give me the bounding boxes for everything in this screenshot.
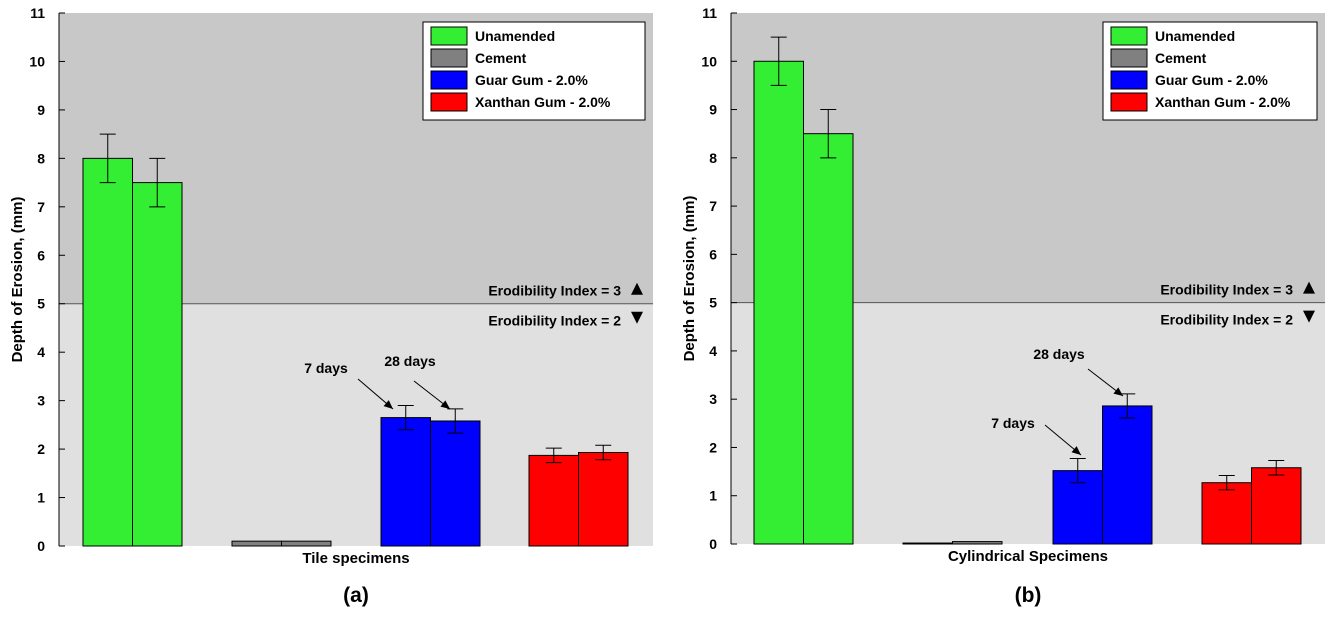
legend-swatch: [1110, 92, 1148, 112]
bar-cement-28d: [952, 541, 1003, 545]
legend-swatch: [430, 70, 468, 90]
y-axis-title: Depth of Erosion, (mm): [681, 196, 698, 362]
y-tick-label: 4: [37, 344, 45, 360]
y-tick-label: 11: [30, 5, 45, 21]
arrowhead-icon: [440, 400, 450, 409]
legend-swatch: [1110, 48, 1148, 68]
bar-cement-28d: [281, 540, 332, 547]
annotation-label: 28 days: [1033, 346, 1085, 362]
bar-cement-7d: [231, 540, 282, 547]
legend-swatch: [1110, 26, 1148, 46]
y-tick-label: 2: [709, 439, 717, 455]
triangle-down-icon: [1303, 310, 1315, 323]
legend-swatch: [430, 48, 468, 68]
erodibility-index-below-label: Erodibility Index = 2: [488, 313, 621, 329]
legend-entry: Xanthan Gum - 2.0%: [475, 94, 611, 110]
bar-guar-gum-2-0-28d: [1102, 405, 1153, 545]
arrowhead-icon: [383, 400, 393, 409]
y-tick-label: 6: [709, 246, 717, 262]
y-tick-label: 3: [37, 393, 45, 409]
legend-entry: Guar Gum - 2.0%: [475, 72, 588, 88]
annotation-label: 28 days: [384, 353, 436, 369]
chart-panel-a: 0 1 2 3 4 5 6 7 8 9 10 11 Depth of Erosion, (mm) Erod…: [9, 5, 653, 607]
y-tick-label: 4: [709, 343, 717, 359]
y-tick-label: 10: [701, 53, 717, 69]
bar-unamended-28d: [803, 133, 854, 545]
y-tick-label: 3: [709, 391, 717, 407]
y-tick-label: 7: [709, 198, 717, 214]
bar-unamended-7d: [82, 157, 133, 547]
y-tick-label: 0: [37, 538, 45, 554]
y-tick-label: 5: [709, 295, 717, 311]
legend-entry: Guar Gum - 2.0%: [1155, 72, 1268, 88]
x-axis-title: Tile specimens: [302, 550, 409, 567]
annotation-label: 7 days: [991, 415, 1035, 431]
legend-entry: Cement: [475, 50, 527, 66]
y-tick-label: 7: [37, 199, 45, 215]
y-tick-label: 10: [29, 53, 45, 69]
y-tick-label: 6: [37, 247, 45, 263]
bar-xanthan-gum-2-0-7d: [1201, 482, 1252, 545]
y-tick-label: 9: [37, 102, 45, 118]
y-tick-label: 9: [709, 102, 717, 118]
legend-swatch: [1110, 70, 1148, 90]
arrowhead-icon: [1113, 387, 1123, 396]
annotation-label: 7 days: [304, 360, 348, 376]
x-axis-title: Cylindrical Specimens: [948, 548, 1108, 565]
bar-unamended-28d: [132, 182, 183, 547]
y-tick-label: 0: [709, 536, 717, 552]
bar-xanthan-gum-2-0-28d: [1251, 467, 1302, 545]
legend-entry: Unamended: [1155, 28, 1235, 44]
bar-guar-gum-2-0-7d: [380, 417, 431, 547]
legend-swatch: [430, 92, 468, 112]
legend-entry: Unamended: [475, 28, 555, 44]
bar-unamended-7d: [753, 60, 804, 545]
y-tick-label: 2: [37, 441, 45, 457]
triangle-up-icon: [1303, 281, 1315, 294]
arrowhead-icon: [1071, 446, 1081, 455]
triangle-down-icon: [631, 311, 643, 324]
y-tick-label: 8: [709, 150, 717, 166]
bar-guar-gum-2-0-28d: [430, 420, 481, 547]
bar-cement-7d: [902, 542, 953, 545]
panel-label: (a): [343, 584, 369, 607]
panel-label: (b): [1015, 584, 1042, 607]
y-tick-label: 1: [37, 490, 45, 506]
bar-xanthan-gum-2-0-28d: [578, 451, 629, 547]
y-tick-label: 11: [702, 5, 717, 21]
erodibility-index-above-label: Erodibility Index = 3: [488, 283, 621, 299]
chart-panel-b: 0 1 2 3 4 5 6 7 8 9 10 11 Depth of Erosion, (mm) Erod…: [681, 5, 1325, 607]
triangle-up-icon: [631, 282, 643, 295]
y-tick-label: 1: [709, 488, 717, 504]
erodibility-index-below-label: Erodibility Index = 2: [1160, 312, 1293, 328]
y-axis-title: Depth of Erosion, (mm): [9, 197, 26, 363]
legend-entry: Xanthan Gum - 2.0%: [1155, 94, 1291, 110]
legend-swatch: [430, 26, 468, 46]
bar-xanthan-gum-2-0-7d: [528, 454, 579, 547]
y-tick-label: 8: [37, 150, 45, 166]
erodibility-index-above-label: Erodibility Index = 3: [1160, 282, 1293, 298]
legend-entry: Cement: [1155, 50, 1207, 66]
y-tick-label: 5: [37, 296, 45, 312]
